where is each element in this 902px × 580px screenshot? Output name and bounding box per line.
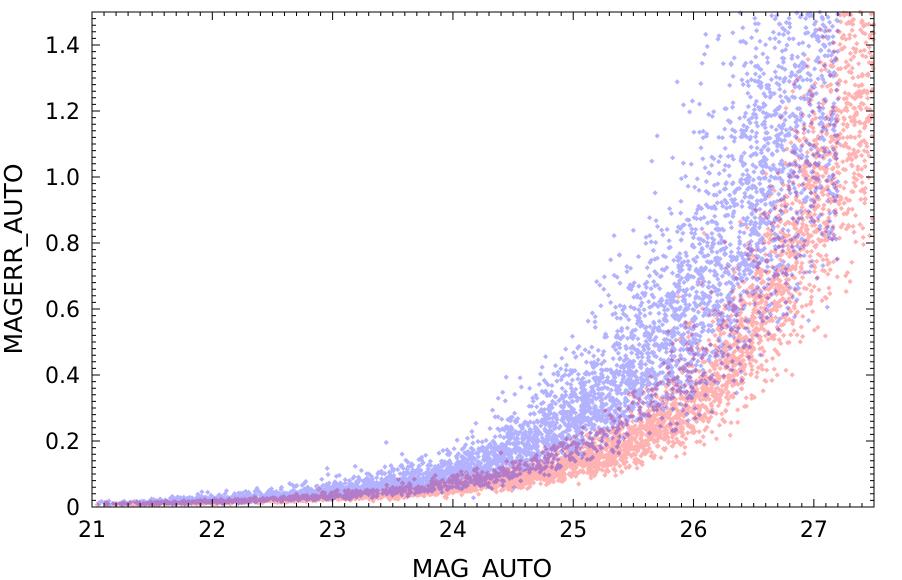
y-tick-label: 1.0 xyxy=(45,166,80,191)
x-tick-label: 24 xyxy=(439,518,467,543)
scatter-markers xyxy=(96,9,841,508)
scatter-series xyxy=(96,9,841,508)
x-tick-label: 27 xyxy=(800,518,828,543)
y-tick-label: 0.2 xyxy=(45,430,80,455)
x-tick-label: 26 xyxy=(680,518,708,543)
y-axis-label: MAGERR_AUTO xyxy=(0,164,28,355)
x-tick-label: 22 xyxy=(198,518,226,543)
y-tick-label: 1.4 xyxy=(45,34,80,59)
x-tick-label: 21 xyxy=(78,518,106,543)
tick-labels: 21 22 23 24 25 26 27 0 0.2 0.4 0.6 0.8 1.0 1.2 1.4 xyxy=(45,34,828,543)
y-tick-label: 1.2 xyxy=(45,100,80,125)
axis-ticks xyxy=(91,11,875,508)
plot-frame xyxy=(91,11,875,508)
y-tick-label: 0.6 xyxy=(45,298,80,323)
x-axis-label: MAG_AUTO xyxy=(412,554,552,580)
data-points xyxy=(94,9,877,508)
axes xyxy=(91,11,875,508)
y-tick-label: 0 xyxy=(66,496,80,521)
x-tick-label: 25 xyxy=(559,518,587,543)
y-tick-label: 0.8 xyxy=(45,232,80,257)
y-tick-label: 0.4 xyxy=(45,364,80,389)
x-tick-label: 23 xyxy=(319,518,347,543)
